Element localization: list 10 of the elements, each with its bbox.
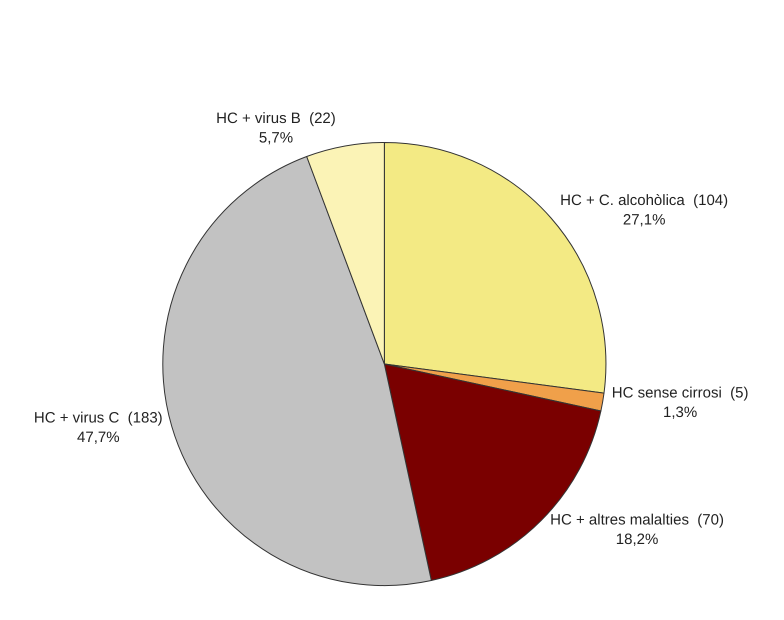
data-label: 18,2% [616, 531, 658, 548]
data-label: 47,7% [76, 429, 120, 446]
slice-label: HC + C. alcohòlica (104) [560, 192, 728, 209]
data-label: 1,3% [662, 404, 698, 421]
slice-label: HC + altres malalties (70) [550, 512, 724, 529]
slice-label: HC + virus B (22) [216, 110, 336, 128]
slice-label: HC sense cirrosi (5) [612, 384, 748, 402]
data-label: 5,7% [258, 130, 294, 147]
slice-label: HC + virus C (183) [34, 410, 163, 427]
data-label: 27,1% [622, 211, 666, 228]
